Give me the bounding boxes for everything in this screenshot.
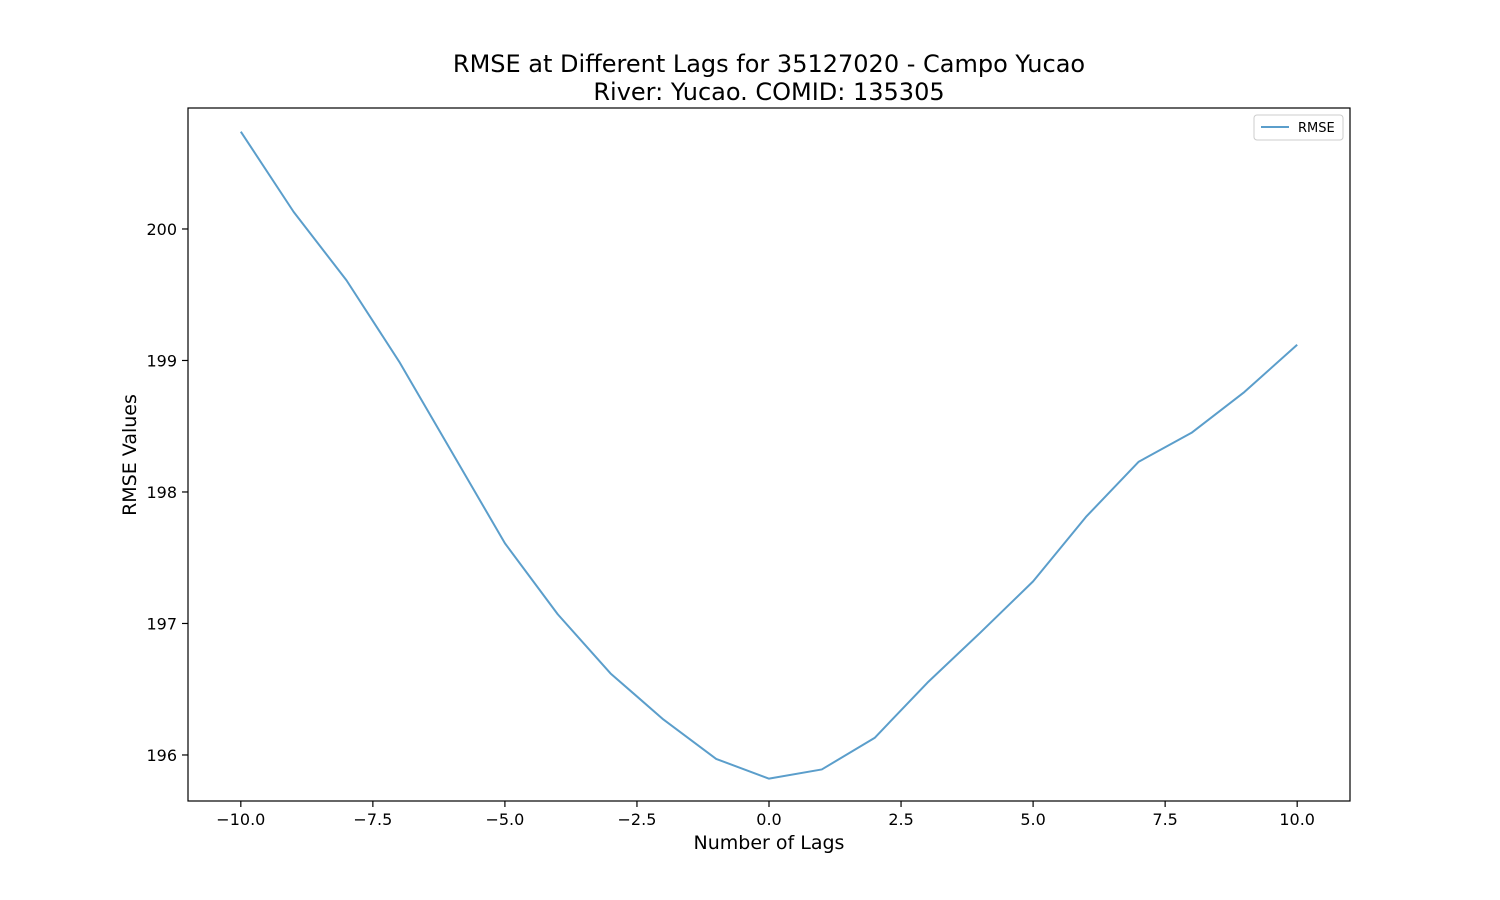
y-axis: 196 197 198 199 200 — [146, 220, 188, 765]
x-tick-label: −10.0 — [216, 810, 265, 829]
y-tick-label: 196 — [146, 746, 177, 765]
x-tick-label: 7.5 — [1152, 810, 1177, 829]
x-tick-label: −2.5 — [618, 810, 657, 829]
legend-label: RMSE — [1298, 121, 1335, 136]
y-tick-label: 198 — [146, 483, 177, 502]
x-tick-label: −7.5 — [353, 810, 392, 829]
chart-title: RMSE at Different Lags for 35127020 - Ca… — [453, 50, 1085, 78]
y-tick-label: 197 — [146, 614, 177, 633]
x-tick-label: 5.0 — [1020, 810, 1045, 829]
plot-area — [239, 131, 1298, 780]
legend: RMSE — [1253, 114, 1344, 141]
series-line-rmse — [239, 131, 1298, 780]
y-axis-label: RMSE Values — [119, 394, 141, 516]
x-tick-label: 2.5 — [888, 810, 913, 829]
chart-subtitle: River: Yucao. COMID: 135305 — [593, 78, 944, 106]
axes-frame — [187, 107, 1351, 802]
x-tick-label: −5.0 — [485, 810, 524, 829]
x-tick-label: 0.0 — [756, 810, 781, 829]
x-axis-label: Number of Lags — [694, 832, 845, 854]
legend-box — [1253, 114, 1344, 141]
x-axis: −10.0 −7.5 −5.0 −2.5 0.0 2.5 5.0 7.5 10.0 — [216, 801, 1315, 829]
x-tick-label: 10.0 — [1279, 810, 1315, 829]
y-tick-label: 199 — [146, 351, 177, 370]
y-tick-label: 200 — [146, 220, 177, 239]
